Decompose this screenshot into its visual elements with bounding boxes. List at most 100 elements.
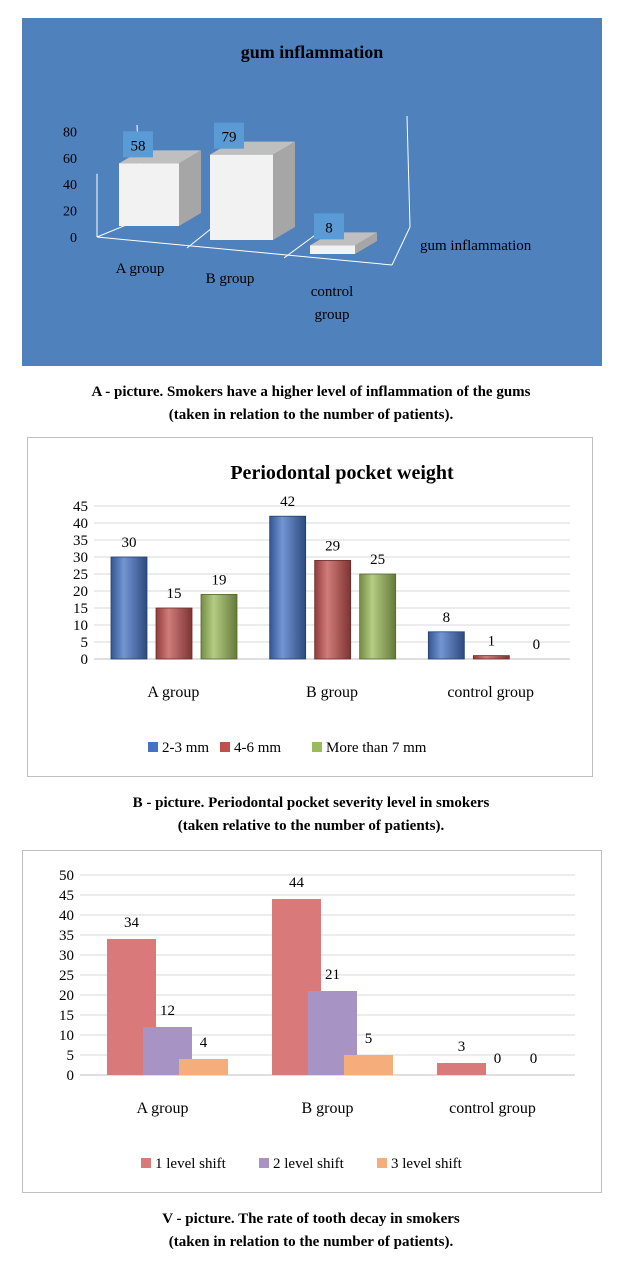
caption-b-line2: (taken relative to the number of patient… [177, 818, 445, 834]
chart-a-bar-side [179, 150, 201, 226]
chart-v-bar [437, 1063, 486, 1075]
chart-v-bar [344, 1055, 393, 1075]
caption-v-line1: V - picture. The rate of tooth decay in … [162, 1211, 460, 1227]
chart-a-data-label: 79 [222, 130, 237, 146]
chart-b-data-label: 8 [443, 610, 451, 626]
chart-b-ytick-label: 25 [73, 567, 88, 583]
chart-b-legend-swatch [148, 742, 158, 752]
chart-v-legend-label: 1 level shift [155, 1156, 227, 1172]
chart-a-svg: gum inflammation 0 20 40 60 80 58 79 8 A group B g… [63, 42, 532, 323]
chart-a-title: gum inflammation [241, 42, 384, 62]
chart-b-legend-swatch [220, 742, 230, 752]
chart-b-legend-swatch [312, 742, 322, 752]
chart-v-panel: 0 5 10 15 20 25 30 35 40 45 50 34 12 4 A group 44 21 5 B g… [22, 850, 602, 1193]
chart-b-category-label: control group [447, 684, 534, 701]
chart-a-floor-front [96, 236, 393, 266]
chart-a-panel: gum inflammation 0 20 40 60 80 58 79 8 A group B g… [22, 18, 602, 366]
chart-v-ytick-label: 40 [59, 908, 74, 924]
chart-b-ytick-label: 20 [73, 584, 88, 600]
chart-b-ytick-label: 0 [81, 652, 89, 668]
chart-a-data-label-box [314, 213, 344, 240]
chart-v-data-label: 0 [494, 1051, 502, 1067]
chart-a-bar [210, 154, 273, 240]
chart-b-legend-label: 2-3 mm [162, 740, 209, 756]
chart-b-bar [155, 607, 193, 660]
chart-b-bar [427, 631, 465, 660]
chart-a-ytick-label: 40 [63, 178, 77, 193]
chart-v-data-label: 44 [289, 875, 305, 891]
chart-a-bar-side [273, 141, 295, 240]
chart-v-category-label: B group [302, 1100, 354, 1117]
chart-a-bar [310, 245, 355, 254]
chart-a-floor-right [391, 226, 411, 266]
chart-v-data-label: 34 [124, 915, 140, 931]
chart-v-ytick-label: 15 [59, 1008, 74, 1024]
chart-v-ytick-label: 50 [59, 868, 74, 884]
chart-v-category-label: A group [137, 1100, 189, 1117]
caption-a: A - picture. Smokers have a higher level… [0, 381, 622, 427]
caption-b: B - picture. Periodontal pocket severity… [0, 792, 622, 838]
chart-v-legend-swatch [141, 1158, 151, 1168]
chart-v-legend-swatch [377, 1158, 387, 1168]
chart-b-panel: Periodontal pocket weight 0 5 10 15 20 25 30 35 4… [27, 437, 593, 777]
chart-a-ytick-label: 0 [70, 231, 77, 246]
chart-b-ytick-label: 35 [73, 533, 88, 549]
chart-b-ytick-label: 10 [73, 618, 88, 634]
chart-a-data-label-box [214, 122, 244, 149]
chart-v-bar [179, 1059, 228, 1075]
chart-a-data-label: 58 [131, 138, 146, 154]
chart-b-ytick-label: 45 [73, 499, 88, 515]
chart-a-data-label-box [123, 131, 153, 158]
chart-v-ytick-label: 0 [67, 1068, 75, 1084]
caption-v: V - picture. The rate of tooth decay in … [0, 1208, 622, 1254]
chart-b-bar [200, 593, 238, 660]
chart-a-ytick-label: 20 [63, 205, 77, 220]
caption-v-line2: (taken in relation to the number of pati… [168, 1234, 454, 1250]
chart-b-legend-label: More than 7 mm [326, 740, 427, 756]
chart-b-bar [110, 556, 148, 660]
chart-a-data-label: 8 [325, 220, 333, 236]
chart-v-legend-label: 2 level shift [273, 1156, 345, 1172]
chart-b-data-label: 29 [325, 538, 340, 554]
chart-a-ytick-label: 80 [63, 125, 77, 140]
chart-b-data-label: 25 [370, 552, 385, 568]
chart-b-legend-label: 4-6 mm [234, 740, 281, 756]
chart-b-bar [314, 560, 352, 660]
chart-b-data-label: 15 [167, 586, 182, 602]
chart-b-bar [269, 515, 307, 660]
chart-b-data-label: 42 [280, 494, 295, 510]
chart-v-ytick-label: 30 [59, 948, 74, 964]
chart-b-ytick-label: 5 [81, 635, 89, 651]
chart-v-ytick-label: 20 [59, 988, 74, 1004]
chart-b-category-label: A group [147, 684, 199, 701]
chart-a-category-label: B group [206, 271, 255, 287]
chart-b-data-label: 0 [533, 637, 541, 653]
chart-v-data-label: 0 [530, 1051, 538, 1067]
chart-b-svg: Periodontal pocket weight051015202530354… [73, 462, 570, 756]
chart-v-data-label: 3 [458, 1039, 466, 1055]
chart-a-category-label: A group [116, 261, 165, 277]
chart-v-data-label: 21 [325, 967, 340, 983]
chart-v-ytick-label: 35 [59, 928, 74, 944]
chart-b-title: Periodontal pocket weight [230, 462, 454, 484]
chart-b-ytick-label: 40 [73, 516, 88, 532]
chart-a-category-label: control group [311, 284, 354, 323]
caption-a-line2: (taken in relation to the number of pati… [168, 407, 454, 423]
chart-v-ytick-label: 25 [59, 968, 74, 984]
chart-a-bar [119, 163, 179, 226]
chart-a-floor-divider [186, 227, 213, 249]
chart-v-data-label: 4 [200, 1035, 208, 1051]
chart-a-series-label: gum inflammation [420, 238, 532, 254]
chart-v-ytick-label: 10 [59, 1028, 74, 1044]
chart-v-data-label: 5 [365, 1031, 373, 1047]
chart-b-bar [472, 655, 510, 660]
chart-b-ytick-label: 30 [73, 550, 88, 566]
chart-b-data-label: 19 [212, 572, 227, 588]
chart-a-bar-side [355, 232, 377, 254]
chart-b-ytick-label: 15 [73, 601, 88, 617]
chart-a-ytick-label: 60 [63, 152, 77, 167]
chart-v-legend-label: 3 level shift [391, 1156, 463, 1172]
chart-v-data-label: 12 [160, 1003, 175, 1019]
chart-b-bar [359, 573, 397, 660]
